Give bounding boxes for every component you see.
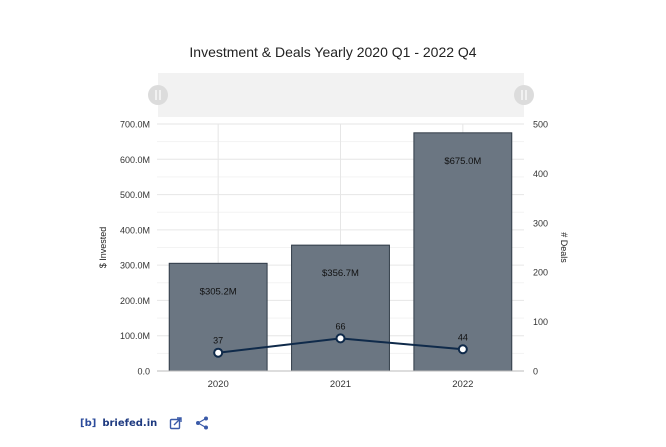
x-tick-label: 2021 bbox=[330, 379, 351, 390]
deals-point-2021[interactable] bbox=[335, 333, 346, 344]
bar-series: $305.2M $356.7M $675.0M bbox=[168, 132, 513, 372]
y-left-tick-label: 600.0M bbox=[120, 155, 150, 165]
chart-title: Investment & Deals Yearly 2020 Q1 - 2022… bbox=[189, 44, 476, 60]
y-left-tick-label: 0.0 bbox=[137, 367, 150, 377]
y-left-tick-label: 200.0M bbox=[120, 296, 150, 306]
navigator-track bbox=[158, 73, 524, 117]
deals-line-series: 37 66 44 bbox=[213, 321, 468, 358]
bar-2021[interactable] bbox=[291, 244, 390, 372]
y-right-tick-label: 100 bbox=[533, 317, 548, 327]
y-left-tick-label: 700.0M bbox=[120, 120, 150, 130]
deals-value-label: 66 bbox=[335, 321, 345, 331]
y-right-tick-label: 500 bbox=[533, 120, 548, 130]
y-left-tick-label: 400.0M bbox=[120, 225, 150, 235]
bar-value-label: $356.7M bbox=[322, 268, 359, 279]
y-left-tick-label: 500.0M bbox=[120, 190, 150, 200]
y-right-tick-label: 200 bbox=[533, 268, 548, 278]
deals-value-label: 44 bbox=[458, 332, 468, 342]
y-left-tick-label: 100.0M bbox=[120, 331, 150, 341]
y-right-tick-label: 400 bbox=[533, 169, 548, 179]
bar-value-label: $305.2M bbox=[200, 286, 237, 297]
y-right-axis-title: # Deals bbox=[559, 232, 569, 263]
range-navigator[interactable] bbox=[148, 73, 534, 117]
footer: [b] briefed.in bbox=[80, 416, 209, 430]
deals-value-label: 37 bbox=[213, 336, 223, 346]
x-tick-label: 2020 bbox=[208, 379, 229, 390]
share-icon[interactable] bbox=[195, 416, 209, 430]
axes: 0.0 100.0M 200.0M 300.0M 400.0M 500.0M 600.0M 7… bbox=[98, 120, 569, 391]
brand-logo: [b] bbox=[80, 417, 97, 429]
deals-point-2020[interactable] bbox=[213, 347, 224, 358]
x-tick-label: 2022 bbox=[452, 379, 473, 390]
y-right-tick-label: 300 bbox=[533, 218, 548, 228]
y-left-axis-title: $ Invested bbox=[98, 227, 108, 269]
brand-link[interactable]: briefed.in bbox=[102, 417, 158, 429]
export-icon[interactable] bbox=[169, 416, 183, 430]
bar-value-label: $675.0M bbox=[444, 156, 481, 167]
deals-point-2022[interactable] bbox=[457, 344, 468, 355]
navigator-left-handle[interactable] bbox=[148, 85, 168, 105]
y-left-tick-label: 300.0M bbox=[120, 261, 150, 271]
navigator-right-handle[interactable] bbox=[514, 85, 534, 105]
y-right-tick-label: 0 bbox=[533, 367, 538, 377]
bar-2022[interactable] bbox=[413, 132, 513, 372]
